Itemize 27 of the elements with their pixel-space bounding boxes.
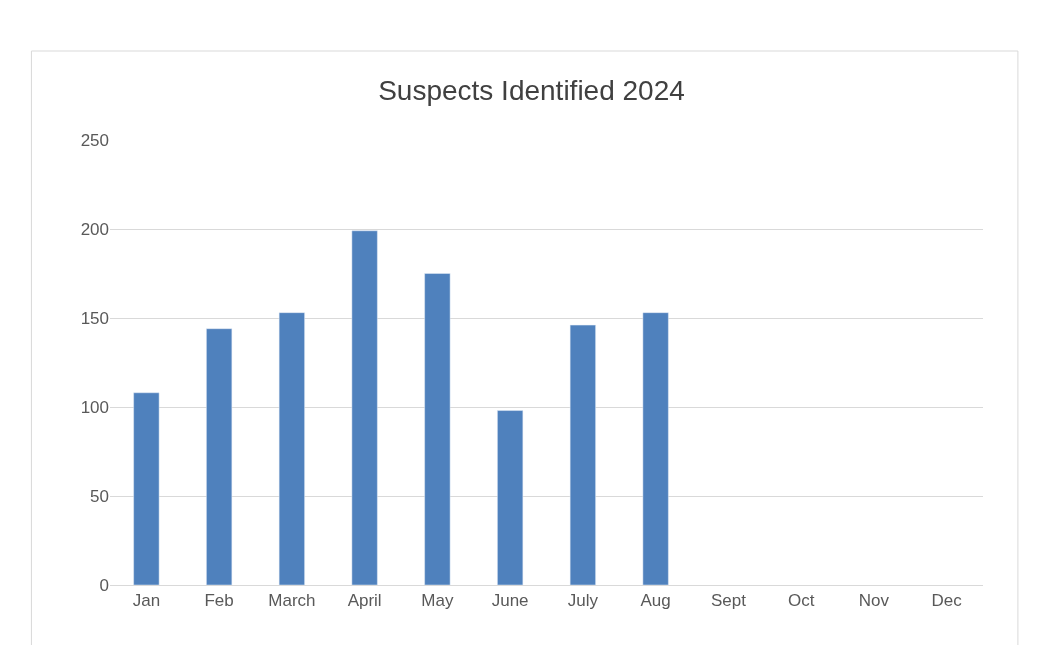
bar [424,273,451,585]
x-tick-label: Dec [931,591,963,611]
bar [497,410,524,585]
bar [569,324,596,585]
x-tick-label: Aug [640,591,671,611]
x-tick-label: June [491,591,529,611]
bar [351,230,378,585]
bar [206,328,233,585]
bar [133,392,160,585]
y-tick-label: 200 [80,219,109,239]
x-tick-label: April [347,591,382,611]
x-tick-label: Jan [132,591,161,611]
x-tick-label: Feb [204,591,234,611]
x-tick-label: Oct [787,591,815,611]
y-tick-label: 50 [90,486,109,506]
x-tick-label: Sept [710,591,747,611]
y-tick-label: 0 [99,575,109,595]
x-tick-label: March [268,591,316,611]
x-tick-label: July [567,591,599,611]
bar [642,312,669,585]
x-tick-label: Nov [858,591,890,611]
x-tick-label: May [421,591,454,611]
y-tick-label: 150 [80,308,109,328]
chart-title: Suspects Identified 2024 [378,75,685,107]
y-tick-label: 250 [80,130,109,150]
bar [278,312,305,585]
y-tick-label: 100 [80,397,109,417]
